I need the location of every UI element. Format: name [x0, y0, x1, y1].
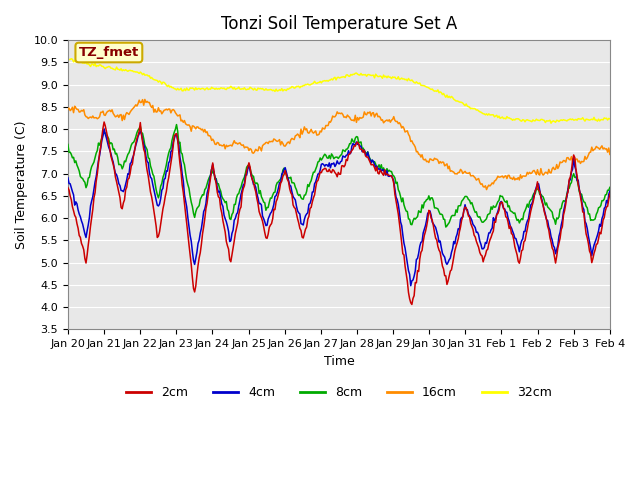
16cm: [483, 187, 490, 192]
16cm: [463, 170, 471, 176]
2cm: [606, 191, 614, 197]
2cm: [369, 162, 376, 168]
4cm: [100, 126, 108, 132]
2cm: [394, 211, 402, 217]
32cm: [233, 86, 241, 92]
16cm: [606, 152, 614, 157]
32cm: [394, 76, 401, 82]
4cm: [369, 157, 376, 163]
2cm: [408, 301, 416, 307]
16cm: [294, 131, 301, 137]
4cm: [559, 217, 566, 223]
Text: TZ_fmet: TZ_fmet: [79, 46, 139, 59]
4cm: [64, 175, 72, 180]
Line: 32cm: 32cm: [68, 58, 610, 123]
Line: 2cm: 2cm: [68, 122, 610, 304]
Y-axis label: Soil Temperature (C): Soil Temperature (C): [15, 120, 28, 249]
8cm: [559, 200, 566, 206]
4cm: [407, 283, 415, 288]
Legend: 2cm, 4cm, 8cm, 16cm, 32cm: 2cm, 4cm, 8cm, 16cm, 32cm: [121, 381, 557, 404]
16cm: [64, 106, 72, 112]
16cm: [559, 159, 566, 165]
8cm: [465, 197, 472, 203]
8cm: [394, 187, 402, 192]
32cm: [547, 120, 555, 126]
32cm: [64, 55, 72, 61]
32cm: [367, 72, 375, 78]
32cm: [557, 117, 565, 123]
2cm: [465, 213, 472, 219]
Line: 4cm: 4cm: [68, 129, 610, 286]
2cm: [234, 220, 241, 226]
X-axis label: Time: Time: [323, 355, 355, 368]
2cm: [100, 119, 108, 125]
4cm: [606, 188, 614, 194]
8cm: [234, 192, 241, 197]
16cm: [234, 141, 241, 147]
16cm: [394, 121, 402, 127]
8cm: [369, 157, 376, 163]
2cm: [559, 224, 566, 229]
8cm: [173, 122, 180, 128]
2cm: [294, 216, 301, 222]
16cm: [141, 96, 148, 102]
Line: 8cm: 8cm: [68, 125, 610, 227]
2cm: [64, 185, 72, 191]
8cm: [606, 184, 614, 190]
4cm: [294, 208, 301, 214]
Title: Tonzi Soil Temperature Set A: Tonzi Soil Temperature Set A: [221, 15, 457, 33]
8cm: [294, 191, 301, 197]
8cm: [442, 224, 450, 230]
8cm: [64, 142, 72, 147]
4cm: [465, 211, 472, 217]
32cm: [292, 84, 300, 89]
32cm: [462, 101, 470, 107]
Line: 16cm: 16cm: [68, 99, 610, 190]
32cm: [606, 116, 614, 122]
4cm: [394, 202, 402, 207]
16cm: [369, 110, 376, 116]
4cm: [234, 210, 241, 216]
